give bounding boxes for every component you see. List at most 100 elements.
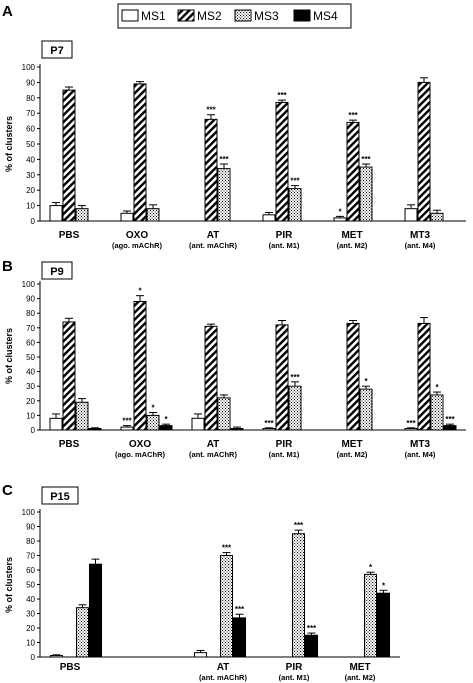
panel-a-y-tick-label: 20 — [26, 186, 35, 195]
panel-b-bar-ms1 — [404, 428, 418, 431]
panel-b-significance-label: * — [435, 383, 439, 392]
panel-c-y-tick-label: 30 — [26, 610, 35, 619]
panel-b-cat-5-sub: (ant. M2) — [337, 450, 368, 459]
panel-a-bar-ms2 — [346, 121, 360, 222]
panel-c-title: P15 — [50, 491, 70, 503]
panel-b-y-tick-label: 0 — [31, 426, 36, 435]
panel-b-title-box — [41, 261, 73, 280]
panel-a-y-tick-label: 100 — [22, 63, 36, 72]
panel-a-significance-label: *** — [290, 177, 300, 186]
panel-b-bar-ms2 — [417, 322, 431, 431]
panel-c-cat-4: PIR — [286, 662, 303, 673]
panel-b-significance-label: * — [151, 403, 155, 412]
panel-b-y-tick-label: 10 — [26, 411, 35, 420]
panel-b-significance-label: *** — [122, 417, 132, 426]
legend-swatch-ms4 — [293, 9, 311, 22]
panel-a-cat-4-sub: (ant. M1) — [269, 241, 300, 250]
panel-c-y-tick-label: 50 — [26, 581, 35, 590]
panel-b-significance-label: *** — [445, 415, 455, 424]
panel-b-ylabel: % of clusters — [4, 328, 14, 384]
panel-a-bar-ms1 — [262, 214, 276, 222]
panel-b-bar-ms3 — [288, 385, 302, 431]
panel-b: B P9 % of clusters 0 10 20 30 40 50 60 70 80 90 10… — [2, 258, 466, 459]
panel-b-cat-5: MET — [341, 439, 362, 450]
panel-b-y-tick-label: 70 — [26, 324, 35, 333]
panel-a-y-tick-label: 60 — [26, 125, 35, 134]
panel-c-bar-ms3 — [364, 573, 377, 658]
panel-b-bar-ms1 — [49, 417, 63, 431]
panel-b-bar-ms3 — [359, 388, 373, 431]
panel-a-significance-label: *** — [348, 111, 358, 120]
panel-a-letter: A — [2, 3, 13, 20]
panel-a-bar-ms3 — [359, 166, 373, 222]
panel-c-bar-ms1 — [194, 652, 207, 658]
panel-a-y-tick-label: 0 — [31, 217, 36, 226]
panel-c-bar-ms4 — [377, 592, 390, 658]
panel-c-y-tick-label: 90 — [26, 523, 35, 532]
panel-b-cat-4-sub: (ant. M1) — [269, 450, 300, 459]
panel-a-y-tick-label: 40 — [26, 155, 35, 164]
panel-c-cat-3: AT — [217, 662, 230, 673]
panel-b-bar-ms1 — [191, 417, 205, 431]
legend-label-ms1: MS1 — [141, 9, 166, 23]
panel-a-bar-ms1 — [333, 217, 347, 222]
panel-a-bar-ms3 — [217, 168, 231, 222]
panel-a-bar-ms1 — [404, 208, 418, 222]
panel-b-bar-ms2 — [204, 325, 218, 431]
panel-c-y-tick-label: 60 — [26, 566, 35, 575]
panel-b-letter: B — [2, 258, 13, 275]
panel-b-bar-ms3 — [217, 397, 231, 431]
panel-c-cat-1: PBS — [60, 662, 81, 673]
panel-b-y-tick-label: 80 — [26, 309, 35, 318]
panel-c-title-box — [41, 486, 79, 505]
panel-b-cat-1: PBS — [59, 439, 80, 450]
panel-a-cat-2: OXO — [126, 230, 148, 241]
panel-c-y-tick-label: 10 — [26, 639, 35, 648]
panel-c-y-tick-label: 100 — [22, 508, 36, 517]
legend-swatch-ms1 — [121, 9, 139, 22]
panel-a-bar-ms3 — [146, 208, 160, 222]
panel-b-bar-ms2 — [346, 322, 360, 431]
panel-c-bar-ms4 — [305, 634, 318, 658]
panel-c-y-tick-label: 20 — [26, 624, 35, 633]
panel-c-bar-ms3 — [76, 607, 89, 658]
panel-a-bar-ms3 — [288, 188, 302, 222]
panel-c-letter: C — [2, 482, 13, 499]
panel-b-significance-label: *** — [290, 373, 300, 382]
panel-b-y-tick-label: 50 — [26, 353, 35, 362]
panel-c-ylabel: % of clusters — [4, 557, 14, 613]
panel-a-ylabel: % of clusters — [4, 116, 14, 172]
panel-c-significance-label: *** — [235, 605, 245, 614]
panel-b-bar-ms3 — [430, 394, 444, 431]
panel-b-bar-ms4 — [443, 425, 457, 431]
panel-c-bar-ms4 — [233, 617, 246, 658]
panel-a-y-tick-label: 70 — [26, 109, 35, 118]
panel-b-bar-ms3 — [75, 401, 89, 431]
panel-a-cat-5: MET — [341, 230, 362, 241]
legend-swatch-ms3 — [234, 9, 252, 22]
panel-a-bar-ms2 — [204, 118, 218, 222]
panel-b-bar-ms1 — [120, 426, 134, 431]
panel-a-bar-ms3 — [75, 208, 89, 222]
panel-b-bar-ms1 — [262, 428, 276, 431]
panel-a-cat-3: AT — [207, 230, 220, 241]
panel-b-y-tick-label: 100 — [22, 280, 36, 289]
panel-b-bar-ms2 — [133, 301, 147, 431]
panel-a-significance-label: *** — [361, 155, 371, 164]
panel-a: A P7 % of clusters 0 10 20 30 40 50 60 70 80 90 10… — [2, 3, 466, 250]
panel-c-bar-ms1 — [50, 655, 63, 658]
panel-c-y-tick-label: 40 — [26, 595, 35, 604]
panel-a-y-tick-label: 90 — [26, 78, 35, 87]
panel-b-y-tick-label: 60 — [26, 338, 35, 347]
panel-c-y-tick-label: 0 — [31, 653, 36, 662]
panel-a-y-tick-label: 30 — [26, 171, 35, 180]
panel-a-cat-4: PIR — [276, 230, 293, 241]
panel-c-bar-ms3 — [220, 555, 233, 658]
panel-a-significance-label: *** — [277, 91, 287, 100]
panel-b-bar-ms2 — [62, 321, 76, 431]
panel-a-bar-ms2 — [62, 89, 76, 222]
panel-c-cat-5: MET — [349, 662, 370, 673]
panel-b-cat-3: AT — [207, 439, 220, 450]
